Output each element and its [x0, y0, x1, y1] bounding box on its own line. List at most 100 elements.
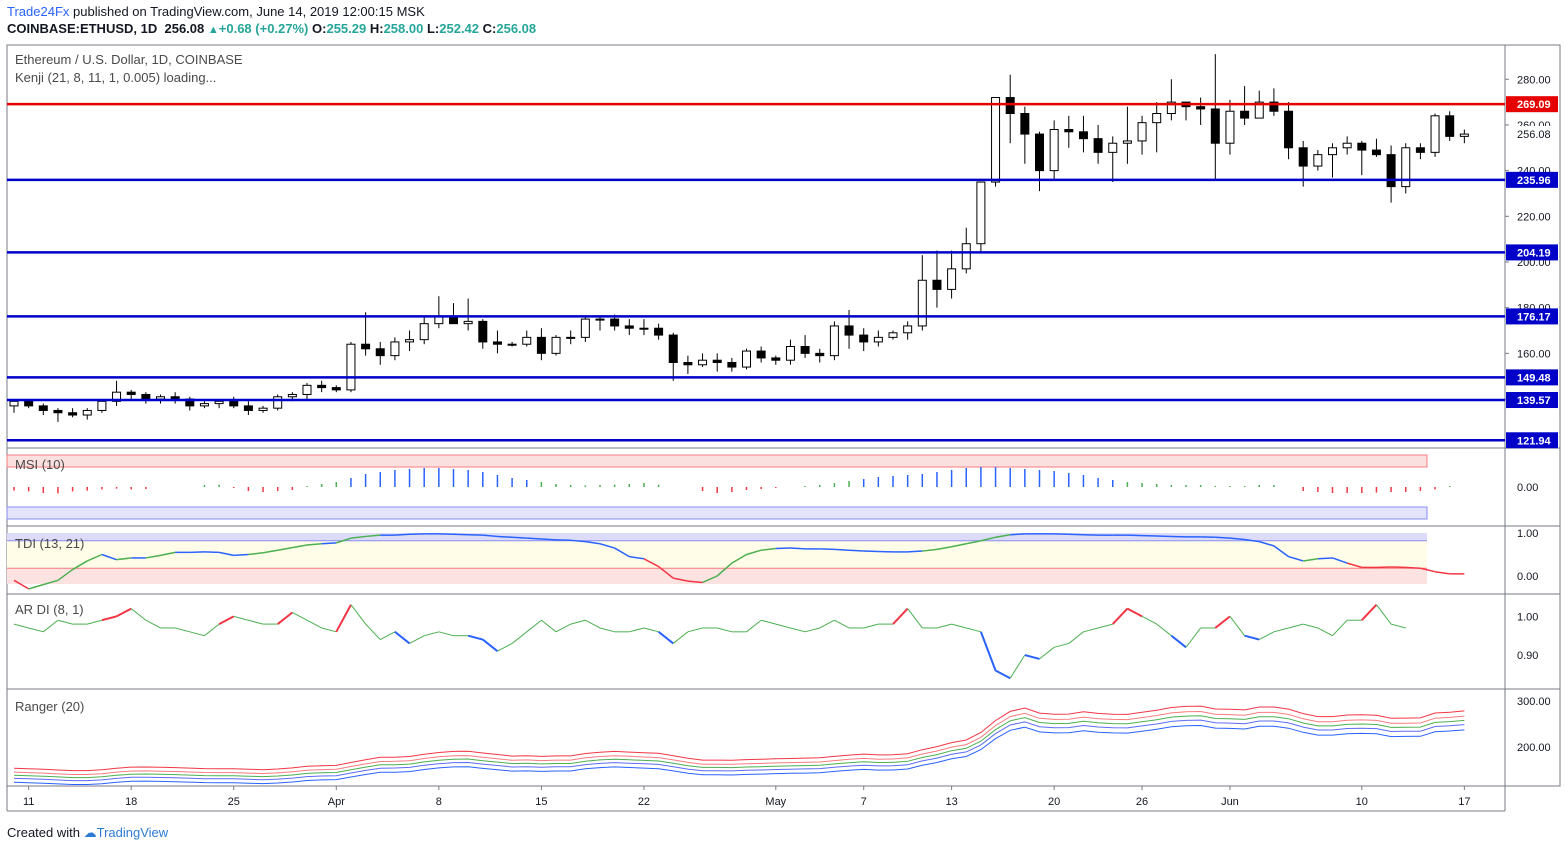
symbol[interactable]: COINBASE:ETHUSD, 1D	[7, 21, 158, 36]
ardi-segment	[541, 619, 557, 633]
ardi-segment	[657, 631, 674, 645]
candle	[38, 405, 48, 411]
msi-label[interactable]: MSI (10)	[15, 457, 65, 472]
ardi-segment	[335, 604, 352, 633]
candle	[507, 343, 517, 346]
candle	[1166, 101, 1176, 115]
tdi-segment	[1434, 570, 1450, 575]
ardi-segment	[292, 612, 308, 621]
candle	[888, 332, 898, 338]
candle	[756, 350, 766, 359]
ardi-segment	[834, 619, 850, 629]
candle	[463, 320, 473, 325]
ardi-segment	[57, 619, 73, 625]
ohlc-info: COINBASE:ETHUSD, 1D 256.08 ▲+0.68 (+0.27…	[7, 21, 536, 36]
tdi-segment	[1420, 567, 1436, 573]
candle	[375, 348, 385, 357]
tdi-segment	[394, 533, 410, 536]
tdi-label[interactable]: TDI (13, 21)	[15, 536, 85, 551]
ardi-segment	[467, 634, 484, 641]
level-badge-label: 149.48	[1517, 372, 1551, 384]
ranger-tick-label: 300.00	[1517, 696, 1551, 708]
ranger-label[interactable]: Ranger (20)	[15, 699, 85, 714]
ardi-segment	[204, 623, 220, 637]
tradingview-link[interactable]: TradingView	[96, 825, 169, 840]
tdi-segment	[716, 562, 733, 577]
tdi-segment	[585, 540, 601, 545]
tdi-segment	[629, 555, 645, 560]
tdi-segment	[248, 552, 264, 556]
time-tick-label: Jun	[1221, 796, 1239, 808]
ardi-segment	[761, 619, 776, 625]
ardi-segment	[951, 623, 967, 629]
candle	[742, 350, 751, 368]
tdi-segment	[922, 548, 938, 552]
candle	[712, 359, 722, 363]
candle	[1459, 133, 1469, 137]
tdi-segment	[233, 553, 249, 557]
candle	[361, 343, 371, 350]
ardi-segment	[1214, 615, 1231, 629]
tdi-segment	[160, 551, 176, 557]
price-tick-label: 280.00	[1517, 74, 1551, 86]
candle	[1005, 97, 1015, 115]
ardi-segment	[233, 615, 249, 621]
candle	[141, 393, 151, 400]
ardi-tick-label: 0.90	[1517, 650, 1538, 662]
ardi-segment	[28, 627, 44, 633]
tdi-segment	[1229, 537, 1245, 541]
candle	[1386, 154, 1396, 188]
high-label: H:	[369, 21, 384, 36]
time-tick-label: Apr	[328, 796, 345, 808]
candle	[668, 334, 678, 363]
candle	[785, 346, 795, 361]
tdi-segment	[687, 580, 703, 584]
candle	[654, 327, 664, 336]
ardi-segment	[130, 608, 147, 621]
candle	[405, 339, 415, 343]
candle	[932, 279, 942, 290]
tdi-segment	[936, 546, 952, 551]
candle	[419, 323, 429, 341]
tdi-top-band	[7, 533, 1427, 541]
tdi-tick-label: 1.00	[1517, 528, 1538, 540]
candle	[1020, 113, 1030, 135]
candle	[859, 334, 869, 343]
ardi-segment	[1332, 619, 1348, 637]
ardi-segment	[438, 631, 454, 637]
up-arrow-icon: ▲	[207, 24, 219, 36]
author-link[interactable]: Trade24Fx	[7, 4, 70, 19]
ardi-segment	[321, 627, 337, 633]
ardi-segment	[643, 627, 659, 633]
ardi-segment	[1303, 623, 1318, 629]
tdi-segment	[57, 568, 74, 581]
tdi-tick-label: 0.00	[1517, 571, 1538, 583]
level-badge-label: 139.57	[1517, 395, 1551, 407]
time-tick-label: 20	[1048, 796, 1060, 808]
ardi-segment	[175, 627, 190, 633]
ardi-segment	[145, 619, 161, 629]
ardi-label[interactable]: AR DI (8, 1)	[15, 602, 84, 617]
candle	[1298, 147, 1308, 167]
tdi-segment	[599, 543, 615, 549]
candle	[917, 279, 927, 327]
ardi-segment	[863, 623, 879, 629]
ardi-segment	[424, 631, 439, 637]
tdi-segment	[101, 553, 117, 561]
tdi-segment	[86, 553, 103, 562]
tdi-segment	[72, 560, 88, 571]
ardi-segment	[1229, 616, 1245, 636]
tdi-segment	[834, 548, 850, 551]
candle	[1371, 149, 1381, 156]
ranger-line	[13, 724, 1465, 785]
candle	[53, 409, 63, 414]
time-tick-label: 22	[638, 796, 650, 808]
close-label: C:	[482, 21, 497, 36]
candle	[1064, 129, 1074, 133]
candle	[800, 346, 810, 354]
candle	[287, 393, 297, 398]
ardi-segment	[1317, 627, 1333, 637]
ardi-segment	[1244, 634, 1260, 641]
candle	[1035, 133, 1044, 172]
